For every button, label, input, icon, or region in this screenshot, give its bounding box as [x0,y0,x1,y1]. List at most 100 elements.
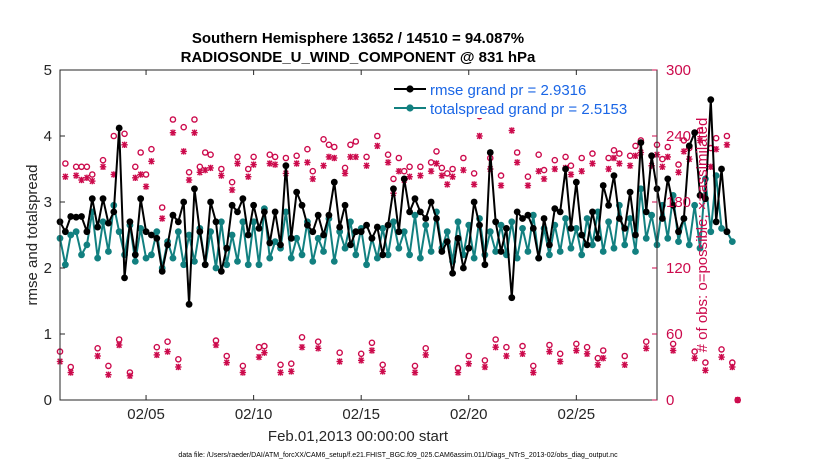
rmse-point [217,267,225,275]
obs-possible-point [347,141,354,149]
rmse-point [702,195,709,203]
rmse-point [67,213,75,220]
chart-title: Southern Hemisphere 13652 / 14510 = 94.0… [192,30,524,47]
rmse-point [180,198,188,206]
obs-assimilated-point [632,152,639,160]
rmse-point [529,225,537,232]
totalspread-point [497,221,505,229]
obs-possible-point [664,143,672,151]
obs-assimilated-point [357,357,365,364]
totalspread-point [400,228,408,236]
rmse-point [508,294,516,302]
obs-possible-point [513,149,521,156]
totalspread-point [513,254,521,262]
obs-assimilated-point [164,348,171,355]
rmse-point [621,225,629,232]
obs-assimilated-point [470,181,478,188]
obs-possible-point [244,165,252,173]
obs-assimilated-point [449,173,456,180]
obs-assimilated-point [508,127,515,134]
obs-possible-point [642,338,650,346]
obs-assimilated-point [239,369,247,376]
obs-possible-point [712,134,720,142]
totalspread-point [578,251,586,259]
y-tick-label: 3 [44,194,52,211]
rmse-point [556,208,564,216]
totalspread-point [314,234,322,242]
totalspread-point [728,238,736,246]
obs-assimilated-point [691,354,698,362]
totalspread-point [524,248,532,255]
rmse-point [293,188,301,196]
rmse-point [589,208,596,216]
rmse-point [304,221,311,229]
rmse-point [126,218,134,226]
rmse-point [680,215,688,222]
obs-possible-point [556,350,564,358]
obs-possible-point [207,151,214,158]
totalspread-point [148,251,155,259]
y-axis-right-label: # of obs: o=possible; ×=assimilated [694,118,711,353]
obs-assimilated-point [212,341,220,349]
obs-possible-point [503,343,510,351]
obs-possible-point [610,146,618,154]
obs-possible-point [191,116,198,123]
x-tick-label: 02/25 [558,406,596,423]
obs-possible-point [669,340,677,348]
obs-possible-point [83,163,91,171]
totalspread-point [486,228,494,236]
rmse-point [78,213,85,220]
obs-assimilated-point [62,173,69,180]
totalspread-point [347,218,354,226]
rmse-point [465,244,473,252]
totalspread-point [599,248,607,255]
rmse-point [250,201,258,209]
rmse-point [513,208,521,216]
rmse-point [691,129,699,137]
obs-possible-point [261,342,268,350]
obs-assimilated-point [304,159,311,166]
totalspread-point [422,221,430,229]
obs-assimilated-point [153,351,161,359]
obs-possible-point [110,132,118,140]
rmse-point [492,218,500,226]
obs-possible-point [293,152,300,160]
obs-possible-point [336,349,343,357]
obs-assimilated-point [277,369,284,376]
obs-assimilated-point [121,141,128,149]
rmse-point [395,228,403,236]
obs-assimilated-point [245,173,252,180]
rmse-point [486,149,494,156]
totalspread-point [390,218,397,226]
obs-possible-point [492,336,499,343]
rmse-point [443,238,451,246]
rmse-point [540,215,548,222]
obs-assimilated-point [659,163,666,171]
totalspread-point [180,261,188,269]
rmse-point [196,228,204,236]
rmse-point [594,234,602,242]
totalspread-point [131,258,139,265]
rmse-point [260,208,268,216]
obs-assimilated-point [180,148,187,155]
legend-rmse-marker [406,85,414,93]
rmse-point [148,231,155,239]
rmse-point [287,234,295,242]
rmse-point [610,172,618,180]
totalspread-point [223,261,231,269]
obs-possible-point [88,171,96,178]
totalspread-point [621,241,629,249]
obs-assimilated-point [347,153,354,161]
rmse-point [615,215,623,222]
y-tick-label: 1 [44,326,52,343]
totalspread-point [78,251,85,259]
obs-possible-point [287,360,295,368]
obs-possible-point [411,362,419,370]
totalspread-point [94,254,102,262]
obs-assimilated-point [352,153,360,161]
rmse-point [599,182,607,189]
totalspread-point [691,201,699,209]
rmse-point [519,215,526,222]
rmse-point [583,241,591,249]
totalspread-point [298,251,306,259]
